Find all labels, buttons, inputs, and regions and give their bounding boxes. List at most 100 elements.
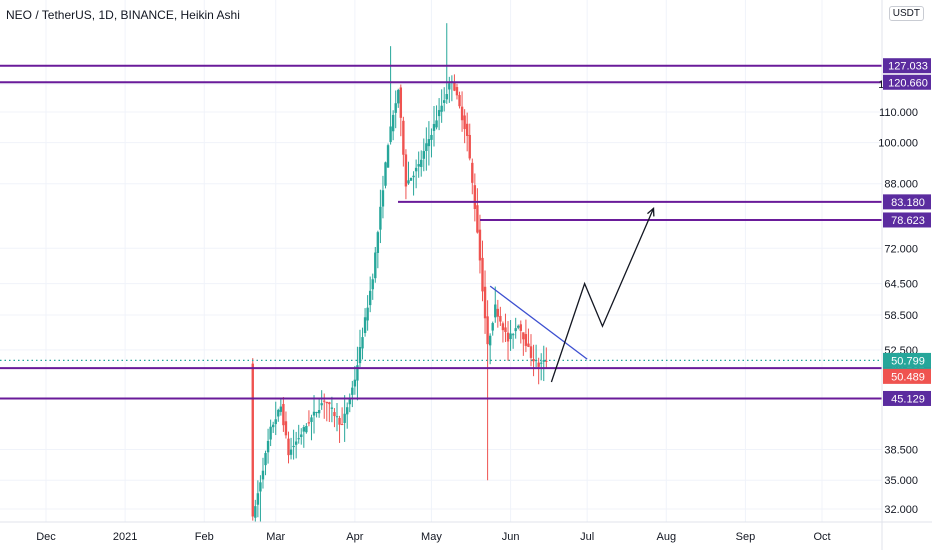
candle-body bbox=[282, 403, 285, 426]
candle-body bbox=[325, 401, 328, 404]
candle-body bbox=[261, 470, 265, 480]
y-tick-label: 110.000 bbox=[879, 107, 918, 119]
candle-body bbox=[315, 411, 318, 413]
previous-close-badge: 50.489 bbox=[891, 371, 925, 383]
candle-body bbox=[346, 407, 349, 415]
y-tick-label: 38.500 bbox=[884, 445, 918, 457]
level-badge: 120.660 bbox=[888, 77, 928, 89]
x-tick-label: May bbox=[421, 531, 442, 543]
level-badge: 78.623 bbox=[891, 215, 925, 227]
candle-body bbox=[328, 402, 331, 405]
candle-body bbox=[274, 419, 277, 425]
level-badge-bg bbox=[883, 212, 931, 228]
candle-body bbox=[330, 407, 334, 409]
candle-body bbox=[368, 290, 372, 306]
x-tick-label: Aug bbox=[657, 531, 677, 543]
candle-body bbox=[422, 151, 425, 159]
candle-body bbox=[394, 103, 397, 113]
x-tick-label: Oct bbox=[813, 531, 830, 543]
candle-body bbox=[312, 411, 316, 416]
candle-body bbox=[391, 114, 395, 132]
candle-body bbox=[366, 307, 369, 321]
candle-body bbox=[506, 332, 510, 342]
y-tick-label: 72.000 bbox=[884, 243, 918, 255]
candle-body bbox=[409, 177, 413, 181]
level-badge: 127.033 bbox=[888, 61, 928, 73]
x-tick-label: Dec bbox=[36, 531, 56, 543]
candle-body bbox=[294, 441, 298, 445]
candle-body bbox=[425, 143, 428, 152]
candle-body bbox=[323, 400, 326, 402]
candle-body bbox=[465, 123, 469, 136]
candle-body bbox=[430, 134, 433, 140]
candle-body bbox=[279, 406, 283, 412]
candle-body bbox=[384, 162, 387, 186]
candle-body bbox=[435, 120, 438, 128]
candle-body bbox=[305, 426, 308, 433]
candle-body bbox=[427, 139, 431, 147]
candle-body bbox=[443, 100, 446, 103]
candle-body bbox=[264, 453, 267, 466]
candle-body bbox=[307, 422, 311, 424]
x-tick-label: Mar bbox=[266, 531, 285, 543]
candle-body bbox=[386, 145, 390, 168]
candle-body bbox=[532, 359, 535, 362]
candle-body bbox=[540, 362, 543, 364]
candle-body bbox=[317, 410, 321, 414]
candle-body bbox=[432, 123, 436, 131]
candle-body bbox=[542, 360, 545, 362]
candle-body bbox=[284, 421, 288, 436]
candle-body bbox=[501, 323, 505, 331]
x-tick-label: Jun bbox=[502, 531, 520, 543]
y-tick-label: 32.000 bbox=[884, 504, 918, 516]
candle-body bbox=[266, 440, 270, 453]
candle-body bbox=[338, 417, 341, 425]
candle-body bbox=[277, 409, 280, 417]
level-badge: 45.129 bbox=[891, 393, 925, 405]
horizontal-levels bbox=[0, 64, 882, 400]
candle-body bbox=[458, 95, 461, 107]
candle-body bbox=[483, 286, 487, 319]
candle-body bbox=[463, 115, 466, 130]
x-tick-label: 2021 bbox=[113, 531, 137, 543]
candle-body bbox=[537, 362, 540, 367]
candle-body bbox=[545, 360, 548, 362]
candle-body bbox=[514, 328, 517, 332]
candle-body bbox=[496, 308, 500, 317]
candle-body bbox=[407, 180, 410, 184]
candle-body bbox=[371, 279, 374, 290]
candle-body bbox=[259, 482, 262, 492]
candle-body bbox=[379, 206, 382, 230]
candle-body bbox=[363, 317, 367, 334]
candle-body bbox=[389, 126, 392, 142]
candle-body bbox=[529, 346, 533, 358]
candle-body bbox=[404, 154, 408, 187]
currency-button[interactable]: USDT bbox=[888, 6, 924, 21]
candle-body bbox=[320, 403, 323, 406]
candle-body bbox=[440, 105, 443, 112]
chart-title: NEO / TetherUS, 1D, BINANCE, Heikin Ashi bbox=[6, 8, 240, 22]
candle-body bbox=[310, 417, 313, 422]
candle-body bbox=[481, 257, 484, 292]
candle-body bbox=[417, 164, 420, 167]
candle-body bbox=[473, 185, 477, 210]
time-axis: Dec 2021 Feb Mar Apr May Jun Jul Aug Sep Oct bbox=[36, 531, 830, 543]
candle-body bbox=[488, 335, 492, 346]
y-tick-label: 58.500 bbox=[884, 310, 918, 322]
candle-body bbox=[420, 159, 423, 167]
candle-body bbox=[517, 325, 520, 328]
candle-body bbox=[448, 83, 451, 90]
candle-body bbox=[478, 229, 482, 261]
candle-body bbox=[343, 413, 346, 423]
candle-body bbox=[292, 445, 295, 448]
y-tick-label: 64.500 bbox=[884, 279, 918, 291]
candle-body bbox=[300, 434, 303, 438]
candle-body bbox=[376, 232, 380, 253]
level-badge-bg bbox=[883, 58, 931, 74]
candle-body bbox=[251, 363, 254, 517]
candle-body bbox=[468, 134, 471, 159]
candle-body bbox=[335, 416, 339, 418]
candle-body bbox=[414, 167, 418, 172]
candle-body bbox=[358, 346, 362, 364]
